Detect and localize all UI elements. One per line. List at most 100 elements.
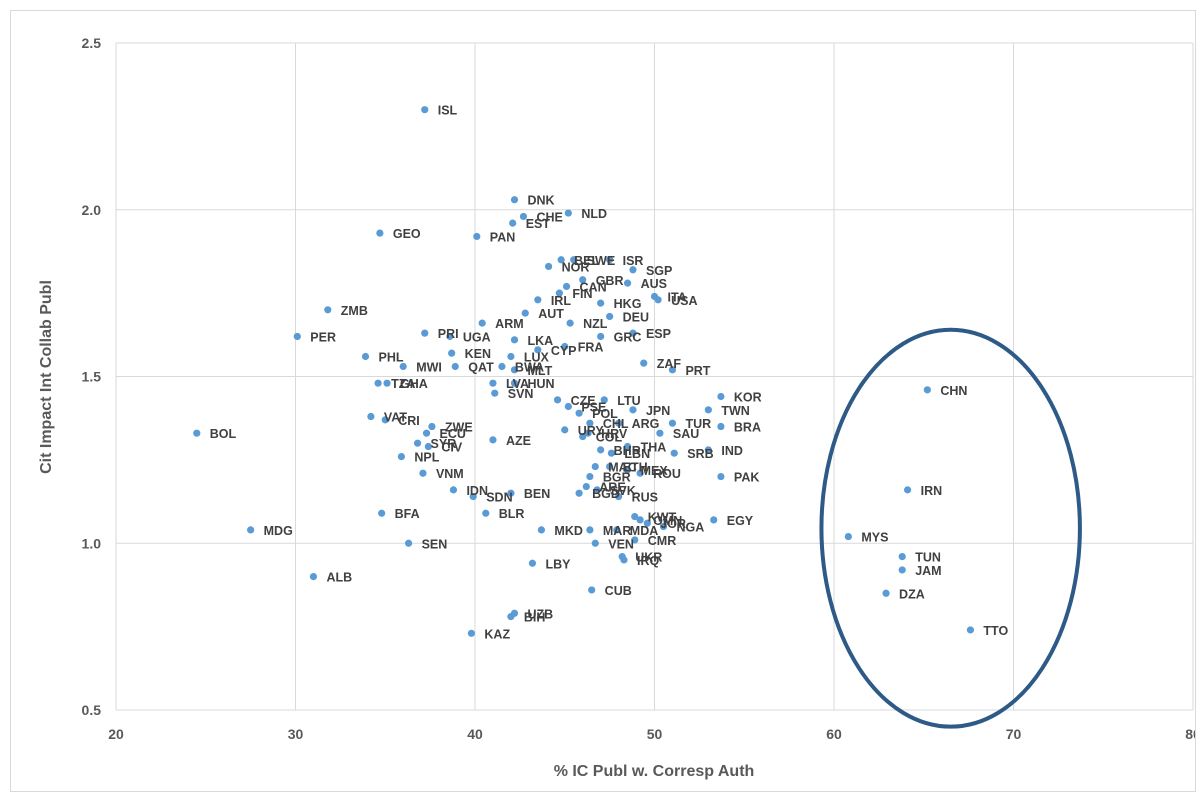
point-mkd: [537, 526, 546, 534]
axis-ticks: 20 30 40 50 60 70 80 0.5 1.0 1.5 2.0 2.5: [82, 35, 1195, 742]
point-rus: [615, 492, 623, 501]
label-pan: PAN: [490, 230, 515, 244]
label-kaz: KAZ: [484, 627, 510, 641]
point-sau: [656, 429, 664, 437]
point-mda: [613, 526, 621, 534]
label-gbr: GBR: [596, 274, 624, 288]
point-usa: [654, 296, 662, 304]
label-ukr: UKR: [635, 551, 662, 565]
label-gha: GHA: [400, 377, 428, 391]
point-col: [579, 432, 587, 441]
label-srb: SRB: [687, 447, 713, 461]
label-che: CHE: [536, 210, 562, 224]
label-omn: OMN: [653, 514, 682, 528]
label-bol: BOL: [210, 427, 237, 441]
label-civ: CIV: [441, 441, 463, 455]
label-alb: ALB: [326, 571, 352, 585]
point-can: [562, 282, 571, 291]
label-can: CAN: [580, 280, 607, 294]
point-kor: [717, 392, 725, 401]
point-idn: [449, 486, 458, 494]
point-tza: [374, 379, 382, 387]
label-arm: ARM: [495, 317, 523, 331]
label-jpn: JPN: [646, 404, 670, 418]
point-gbr: [579, 276, 587, 284]
point-jam: [898, 566, 906, 574]
label-tun: TUN: [915, 551, 941, 565]
label-hun: HUN: [527, 377, 554, 391]
label-esp: ESP: [646, 327, 671, 341]
label-aus: AUS: [641, 277, 667, 291]
label-dza: DZA: [899, 587, 925, 601]
point-kaz: [467, 629, 476, 637]
label-cyp: CYP: [551, 344, 577, 358]
point-hun: [510, 379, 519, 387]
point-kwt: [631, 512, 639, 521]
gridlines: [115, 42, 1194, 711]
label-ita: ITA: [668, 290, 687, 304]
label-per: PER: [310, 330, 336, 344]
point-svn: [491, 389, 499, 397]
point-syr: [413, 439, 422, 447]
label-bhr: BHR: [614, 444, 641, 458]
label-dnk: DNK: [527, 194, 554, 208]
point-hrv: [584, 429, 592, 437]
point-per: [293, 332, 301, 341]
point-isr: [606, 256, 614, 264]
point-irn: [903, 486, 912, 494]
label-are: ARE: [599, 481, 625, 495]
y-tick-label: 1.0: [82, 535, 102, 551]
point-est: [509, 219, 517, 227]
label-mwi: MWI: [416, 360, 442, 374]
label-kwt: KWT: [648, 511, 677, 525]
point-cmr: [631, 536, 639, 544]
label-aze: AZE: [506, 434, 531, 448]
point-nld: [564, 209, 572, 217]
point-lby: [528, 559, 537, 567]
label-prt: PRT: [685, 364, 710, 378]
label-rou: ROU: [653, 467, 681, 481]
highlight-layer: [819, 327, 1082, 729]
point-aus: [623, 279, 632, 287]
label-bgr: BGR: [603, 471, 631, 485]
point-pse: [564, 402, 572, 411]
point-lka: [510, 336, 519, 344]
label-mex: MEX: [641, 464, 669, 478]
point-bih: [507, 613, 515, 621]
label-mac: MAC: [608, 461, 636, 475]
point-egy: [710, 516, 718, 524]
point-npl: [397, 452, 406, 461]
label-nga: NGA: [676, 521, 704, 535]
x-axis-title: % IC Publ w. Corresp Auth: [554, 763, 755, 780]
point-dnk: [510, 196, 519, 204]
label-mar: MAR: [603, 524, 631, 538]
label-tur: TUR: [685, 417, 711, 431]
point-ecu: [422, 429, 431, 437]
label-sau: SAU: [673, 427, 699, 441]
label-nld: NLD: [581, 207, 607, 221]
point-jor: [643, 519, 651, 527]
point-phl: [361, 352, 370, 361]
point-vnm: [419, 469, 427, 477]
label-irq: IRQ: [637, 554, 660, 568]
point-alb: [309, 573, 318, 581]
point-bgd: [575, 489, 583, 497]
point-fra: [561, 342, 569, 351]
point-bra: [717, 422, 725, 431]
x-tick-label: 30: [288, 726, 304, 742]
point-sdn: [469, 492, 477, 501]
label-jam: JAM: [915, 564, 941, 578]
label-lka: LKA: [527, 334, 553, 348]
point-jpn: [629, 406, 637, 414]
label-blr: BLR: [499, 507, 525, 521]
point-ven: [591, 539, 599, 547]
label-col: COL: [596, 431, 623, 445]
data-points: [193, 106, 975, 637]
label-ben: BEN: [524, 487, 550, 501]
label-isr: ISR: [623, 254, 644, 268]
label-cri: CRI: [398, 414, 420, 428]
point-ken: [448, 349, 456, 357]
point-bwa: [498, 362, 506, 371]
label-irn: IRN: [921, 484, 943, 498]
y-tick-label: 0.5: [82, 702, 102, 718]
